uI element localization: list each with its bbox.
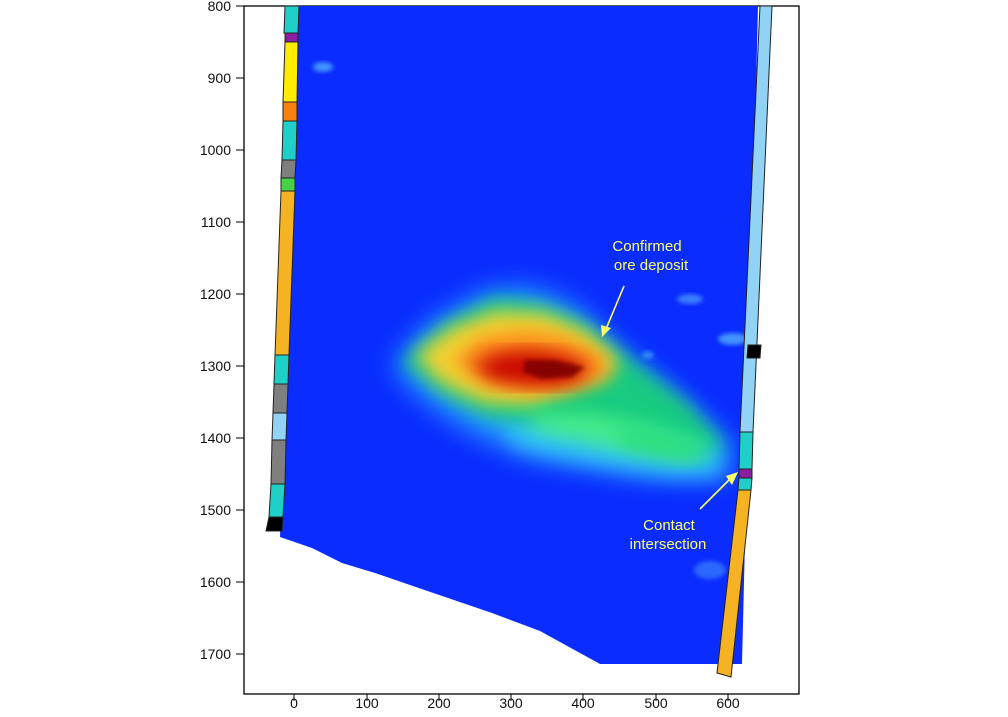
y-tick-800: 800 [208, 0, 232, 14]
annotation-arrows [601, 285, 738, 510]
x-tick-200: 200 [427, 695, 451, 711]
yellow-pointer-arrow-icon [726, 472, 738, 485]
contact-intersection-label-line1: Contact [643, 517, 696, 534]
left-drillhole-log [265, 5, 300, 532]
y-tick-1000: 1000 [200, 142, 231, 158]
contact-intersection-arrow-line [699, 477, 732, 510]
y-tick-1600: 1600 [200, 574, 231, 590]
ore-deposit-heatmap [393, 288, 735, 480]
confirmed-deposit-arrow-line [605, 285, 625, 330]
x-tick-400: 400 [571, 695, 595, 711]
minor-anomaly-lower-right [694, 561, 726, 579]
x-axis: 0 100 200 300 400 500 600 [290, 694, 740, 711]
confirmed-deposit-label-line1: Confirmed [612, 238, 681, 255]
x-tick-300: 300 [499, 695, 523, 711]
x-tick-0: 0 [290, 695, 298, 711]
contact-intersection-label-line2: intersection [630, 536, 707, 553]
y-axis: 800 900 1000 1100 1200 1300 1400 1500 16… [200, 0, 244, 662]
y-tick-1300: 1300 [200, 358, 231, 374]
y-tick-1200: 1200 [200, 286, 231, 302]
x-tick-600: 600 [716, 695, 740, 711]
y-tick-1400: 1400 [200, 430, 231, 446]
minor-anomaly-top [313, 62, 333, 72]
x-tick-500: 500 [644, 695, 668, 711]
right-drillhole-log [716, 5, 773, 678]
yellow-pointer-arrow-icon [601, 325, 611, 337]
y-tick-1100: 1100 [201, 214, 231, 230]
y-tick-1500: 1500 [200, 502, 231, 518]
confirmed-deposit-label-line2: ore deposit [614, 257, 689, 274]
minor-anomaly-right-2 [718, 333, 748, 345]
minor-anomaly-right-3 [642, 351, 654, 359]
x-tick-100: 100 [355, 695, 379, 711]
y-tick-1700: 1700 [200, 646, 231, 662]
y-tick-900: 900 [208, 70, 232, 86]
minor-anomaly-right-1 [677, 294, 703, 304]
